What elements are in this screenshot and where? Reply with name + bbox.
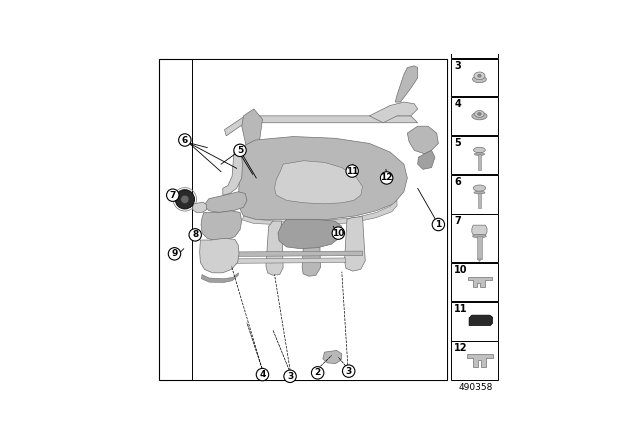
Text: 6: 6	[454, 177, 461, 187]
Bar	[477, 154, 481, 170]
Bar	[451, 21, 498, 58]
Text: 7: 7	[454, 216, 461, 226]
Bar	[159, 59, 447, 380]
Polygon shape	[223, 147, 243, 195]
Polygon shape	[209, 258, 346, 263]
Bar	[451, 136, 498, 174]
Text: 4: 4	[259, 370, 266, 379]
Polygon shape	[465, 34, 493, 47]
Circle shape	[180, 195, 189, 203]
Polygon shape	[278, 220, 342, 249]
Polygon shape	[323, 350, 342, 363]
Text: 7: 7	[170, 191, 176, 200]
Circle shape	[346, 165, 358, 177]
Text: 5: 5	[454, 138, 461, 148]
Circle shape	[189, 228, 202, 241]
Text: 8: 8	[192, 230, 198, 239]
Polygon shape	[225, 116, 418, 136]
Text: 3: 3	[346, 366, 352, 375]
Circle shape	[432, 218, 445, 231]
Ellipse shape	[474, 153, 484, 155]
Ellipse shape	[475, 111, 484, 117]
Ellipse shape	[472, 112, 487, 120]
Polygon shape	[369, 102, 418, 123]
Polygon shape	[396, 66, 418, 102]
Polygon shape	[468, 277, 492, 288]
Polygon shape	[204, 192, 247, 212]
Circle shape	[166, 189, 179, 202]
Text: 12: 12	[380, 173, 393, 182]
Ellipse shape	[474, 72, 485, 80]
Text: 490358: 490358	[458, 383, 493, 392]
Polygon shape	[243, 200, 397, 224]
Text: 10: 10	[454, 265, 468, 275]
Polygon shape	[200, 238, 239, 273]
Ellipse shape	[472, 234, 486, 238]
Text: 2: 2	[314, 368, 321, 377]
Polygon shape	[266, 221, 283, 275]
Circle shape	[342, 365, 355, 377]
Bar	[192, 59, 447, 380]
Text: 9: 9	[172, 250, 178, 258]
Bar	[477, 236, 481, 259]
Circle shape	[332, 227, 344, 239]
Ellipse shape	[477, 112, 481, 115]
Bar	[477, 193, 481, 208]
Polygon shape	[467, 354, 493, 367]
Polygon shape	[242, 109, 262, 157]
Ellipse shape	[477, 74, 481, 77]
Circle shape	[175, 190, 195, 209]
Polygon shape	[275, 161, 362, 204]
Bar	[451, 214, 498, 263]
Circle shape	[179, 134, 191, 146]
Text: 3: 3	[454, 60, 461, 71]
Polygon shape	[472, 225, 487, 235]
Text: 11: 11	[346, 167, 358, 176]
Bar	[451, 59, 498, 96]
Circle shape	[256, 368, 269, 381]
Polygon shape	[238, 137, 407, 220]
Polygon shape	[407, 126, 438, 154]
Text: 4: 4	[454, 99, 461, 108]
Circle shape	[380, 172, 393, 184]
Polygon shape	[202, 273, 238, 283]
Bar	[451, 97, 498, 135]
Bar	[451, 263, 498, 302]
Bar	[451, 302, 498, 340]
Polygon shape	[469, 315, 493, 326]
Bar	[451, 175, 498, 214]
Text: 1: 1	[435, 220, 442, 229]
Polygon shape	[477, 259, 481, 262]
Polygon shape	[344, 216, 365, 271]
Text: 10: 10	[332, 228, 344, 237]
Polygon shape	[201, 211, 242, 241]
Circle shape	[284, 370, 296, 383]
Circle shape	[168, 248, 180, 260]
Circle shape	[312, 366, 324, 379]
Text: 3: 3	[287, 372, 293, 381]
Text: 11: 11	[454, 304, 468, 314]
Polygon shape	[209, 251, 362, 257]
Text: 12: 12	[454, 343, 468, 353]
Text: 5: 5	[237, 146, 243, 155]
Text: 6: 6	[182, 135, 188, 145]
Bar	[451, 341, 498, 380]
Ellipse shape	[472, 76, 486, 83]
Circle shape	[234, 144, 246, 156]
Polygon shape	[302, 221, 321, 276]
Ellipse shape	[474, 147, 485, 153]
Polygon shape	[193, 202, 207, 212]
Ellipse shape	[474, 191, 485, 194]
Polygon shape	[418, 151, 435, 169]
Ellipse shape	[473, 185, 486, 191]
